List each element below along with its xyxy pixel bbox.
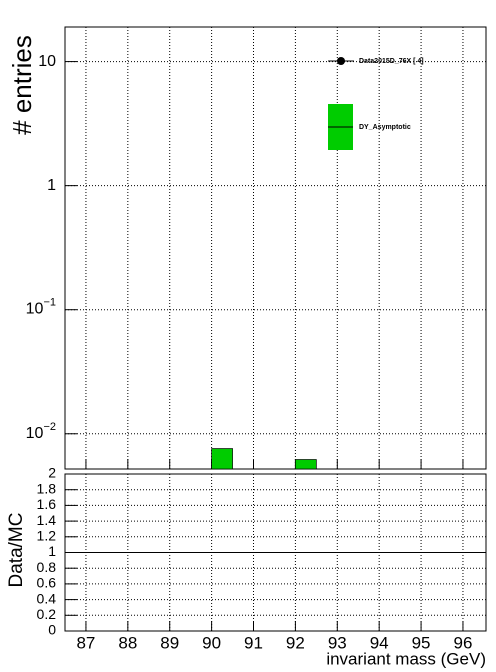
y-tick-label: 1 (47, 177, 56, 194)
y-tick-exponent: −2 (43, 421, 56, 433)
y-tick-label: 1.8 (37, 480, 57, 496)
y-axis-label: Data/MC (6, 513, 27, 588)
y-tick-label: 10−1 (26, 297, 56, 318)
x-tick-label: 87 (76, 633, 95, 652)
legend-label: DY_Asymptotic (359, 124, 411, 131)
y-tick-label: 0.4 (37, 590, 57, 606)
y-tick-base: 10 (26, 425, 44, 442)
y-tick-label: 1 (48, 543, 56, 559)
y-tick-label: 0 (48, 622, 56, 638)
x-tick-label: 91 (244, 633, 263, 652)
x-tick-label: 96 (453, 633, 472, 652)
y-tick-label: 0.2 (37, 606, 57, 622)
bar (211, 448, 233, 470)
y-tick-label: 10 (38, 53, 56, 70)
x-tick-label: 94 (370, 633, 389, 652)
y-tick-label: 1.2 (37, 528, 57, 544)
y-tick-base: 10 (26, 301, 44, 318)
legend-marker (337, 57, 345, 65)
x-axis-label: invariant mass (GeV) (326, 649, 486, 668)
y-tick-label: 2 (48, 465, 56, 481)
legend-label: Data2015D_76X [ 4] (359, 58, 424, 65)
y-axis-label: # entries (7, 35, 37, 135)
y-tick-exponent: −1 (43, 297, 56, 309)
y-tick-label: 0.8 (37, 559, 57, 575)
y-tick-label: 10−2 (26, 421, 56, 442)
x-tick-label: 88 (118, 633, 137, 652)
x-tick-label: 92 (286, 633, 305, 652)
plot-frame (64, 26, 487, 470)
x-tick-label: 93 (328, 633, 347, 652)
x-tick-label: 89 (160, 633, 179, 652)
y-tick-label: 1.4 (37, 512, 57, 528)
bar (295, 459, 317, 470)
x-tick-label: 90 (202, 633, 221, 652)
x-tick-label: 95 (412, 633, 431, 652)
y-tick-label: 0.6 (37, 575, 57, 591)
y-tick-label: 1.6 (37, 496, 57, 512)
